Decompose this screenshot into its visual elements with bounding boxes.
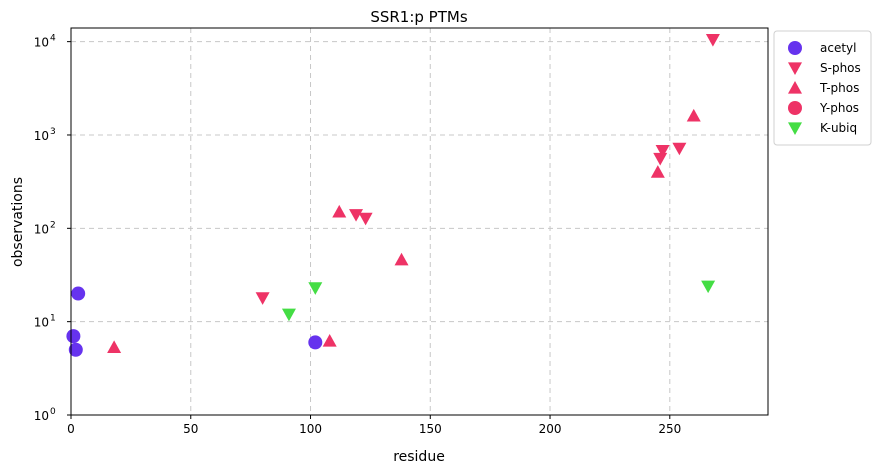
legend: acetyl S-phos T-phos Y-phos K-ubiq [773,30,872,146]
x-tick-label: 100 [299,422,322,436]
x-tick-label: 150 [419,422,442,436]
x-tick-label: 200 [539,422,562,436]
data-point-acetyl [308,335,323,350]
legend-marker-k-ubiq [788,122,802,135]
chart-title: SSR1:p PTMs [370,8,468,26]
data-point-t-phos [686,108,701,122]
data-point-s-phos [358,212,373,226]
y-tick-exponent: 0 [50,407,56,417]
y-tick-label: 10 [34,222,49,236]
data-point-s-phos [349,209,364,222]
x-tick-label: 0 [67,422,75,436]
x-tick-label: 250 [658,422,681,436]
data-point-s-phos [672,142,687,156]
y-tick-base: 10 [34,316,49,330]
data-point-t-phos [394,252,409,266]
data-point-acetyl [66,329,81,344]
data-point-s-phos [655,145,670,158]
legend-marker-s-phos [788,62,802,75]
y-tick-base: 10 [34,222,49,236]
data-point-acetyl [71,286,86,301]
legend-box [773,30,872,146]
legend-label: acetyl [820,41,856,55]
y-tick-label: 10 [34,409,49,423]
data-point-t-phos [107,340,122,353]
legend-marker-acetyl [788,41,802,55]
data-point-s-phos [705,34,720,47]
data-point-t-phos [332,204,347,218]
data-point-s-phos [255,292,270,305]
data-point-t-phos [650,165,665,178]
y-tick-exponent: 3 [50,127,56,137]
data-point-t-phos [322,334,337,347]
legend-marker-t-phos [788,81,802,94]
y-tick-label: 10 [34,316,49,330]
y-tick-exponent: 4 [50,34,56,44]
y-tick-label: 10 [34,129,49,143]
plot-frame [70,27,769,416]
data-point-s-phos [653,152,668,166]
y-axis-label: observations [10,177,26,267]
x-tick-label: 50 [183,422,198,436]
data-points [66,34,720,357]
y-tick-exponent: 2 [50,220,56,230]
data-point-k-ubiq [281,308,296,322]
y-tick-label: 10 [34,36,49,50]
y-tick-base: 10 [34,409,49,423]
data-point-k-ubiq [701,280,716,294]
legend-label: T-phos [819,81,859,95]
data-point-acetyl [68,342,83,357]
legend-label: S-phos [820,61,861,75]
y-tick-exponent: 1 [50,314,56,324]
grid [71,28,768,415]
y-tick-base: 10 [34,129,49,143]
legend-label: K-ubiq [820,121,857,135]
x-axis-label: residue [393,449,445,465]
legend-marker-y-phos [788,101,802,115]
y-tick-base: 10 [34,36,49,50]
legend-label: Y-phos [819,101,859,115]
data-point-k-ubiq [308,282,323,295]
